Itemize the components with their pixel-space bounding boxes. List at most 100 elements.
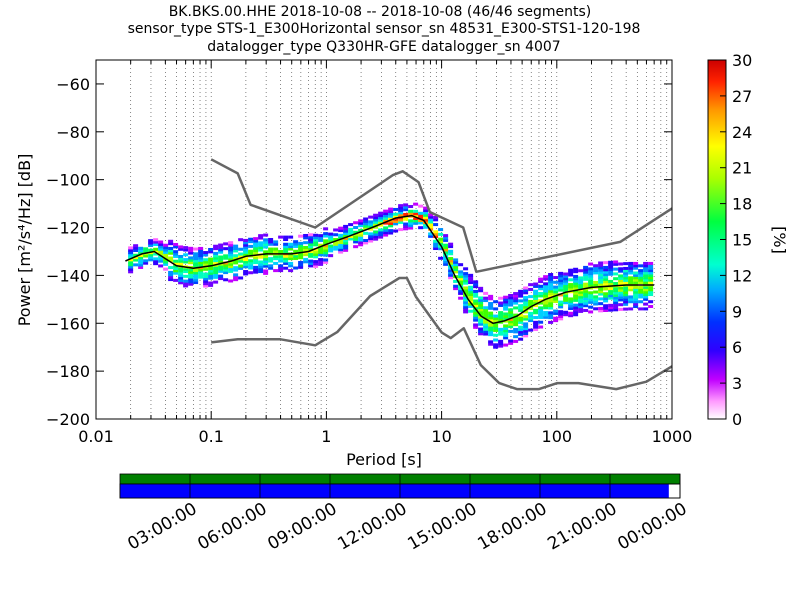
psd-cell: [208, 283, 214, 287]
psd-cell: [178, 245, 184, 249]
psd-cell: [213, 256, 219, 260]
psd-cell: [178, 281, 184, 285]
psd-cell: [228, 269, 234, 273]
psd-cell: [263, 264, 269, 268]
psd-cell: [483, 299, 489, 303]
psd-cell: [458, 277, 464, 281]
psd-cell: [338, 229, 344, 233]
psd-cell: [503, 331, 509, 335]
psd-cell: [573, 279, 579, 283]
psd-cell: [263, 262, 269, 266]
psd-cell: [338, 245, 344, 249]
psd-cell: [173, 242, 179, 246]
psd-cell: [498, 315, 504, 319]
psd-cell: [613, 303, 619, 307]
plot-background: [96, 60, 672, 419]
psd-cell: [303, 260, 309, 264]
psd-cell: [258, 265, 264, 269]
psd-cell: [298, 263, 304, 267]
psd-cell: [578, 285, 584, 289]
psd-cell: [308, 245, 314, 249]
psd-cell: [608, 265, 614, 269]
psd-cell: [468, 292, 474, 296]
psd-cell: [523, 331, 529, 335]
psd-cell: [233, 261, 239, 265]
psd-cell: [588, 279, 594, 283]
psd-cell: [633, 293, 639, 297]
psd-cell: [308, 233, 314, 237]
psd-cell: [463, 308, 469, 312]
psd-cell: [378, 214, 384, 218]
psd-cell: [168, 256, 174, 260]
psd-cell: [568, 297, 574, 301]
psd-cell: [458, 263, 464, 267]
psd-cell: [468, 309, 474, 313]
psd-cell: [553, 290, 559, 294]
psd-cell: [548, 296, 554, 300]
psd-cell: [323, 234, 329, 238]
psd-cell: [593, 297, 599, 301]
psd-cell: [578, 281, 584, 285]
psd-cell: [448, 271, 454, 275]
psd-cell: [448, 245, 454, 249]
psd-cell: [553, 285, 559, 289]
psd-cell: [473, 316, 479, 320]
psd-cell: [643, 271, 649, 275]
psd-cell: [313, 252, 319, 256]
psd-cell: [433, 232, 439, 236]
x-tick-label: 0.1: [198, 427, 223, 446]
psd-cell: [328, 244, 334, 248]
psd-cell: [478, 332, 484, 336]
psd-cell: [443, 258, 449, 262]
psd-cell: [458, 296, 464, 300]
psd-cell: [493, 300, 499, 304]
psd-cell: [228, 248, 234, 252]
psd-cell: [173, 259, 179, 263]
psd-cell: [413, 202, 419, 206]
psd-cell: [628, 261, 634, 265]
psd-cell: [358, 240, 364, 244]
psd-cell: [483, 313, 489, 317]
psd-cell: [633, 273, 639, 277]
psd-cell: [538, 301, 544, 305]
psd-cell: [608, 267, 614, 271]
psd-cell: [273, 240, 279, 244]
psd-cell: [558, 312, 564, 316]
psd-cell: [438, 247, 444, 251]
psd-cell: [508, 303, 514, 307]
psd-cell: [463, 279, 469, 283]
colorbar-tick-label: 24: [732, 123, 752, 142]
psd-cell: [473, 301, 479, 305]
psd-cell: [558, 314, 564, 318]
psd-cell: [413, 214, 419, 218]
psd-cell: [298, 241, 304, 245]
psd-cell: [378, 211, 384, 215]
psd-cell: [293, 242, 299, 246]
psd-cell: [523, 315, 529, 319]
psd-cell: [198, 273, 204, 277]
psd-cell: [568, 311, 574, 315]
psd-cell: [533, 304, 539, 308]
psd-cell: [608, 296, 614, 300]
psd-cell: [368, 237, 374, 241]
psd-cell: [253, 239, 259, 243]
psd-cell: [443, 243, 449, 247]
psd-cell: [578, 305, 584, 309]
psd-cell: [468, 276, 474, 280]
psd-cell: [348, 235, 354, 239]
psd-cell: [138, 251, 144, 255]
psd-cell: [518, 316, 524, 320]
psd-cell: [248, 252, 254, 256]
psd-cell: [453, 287, 459, 291]
psd-cell: [158, 259, 164, 263]
psd-cell: [533, 325, 539, 329]
x-tick-label: 100: [542, 427, 573, 446]
psd-cell: [373, 218, 379, 222]
psd-cell: [483, 291, 489, 295]
psd-cell: [443, 236, 449, 240]
psd-cell: [243, 265, 249, 269]
psd-cell: [568, 278, 574, 282]
psd-cell: [598, 263, 604, 267]
psd-cell: [193, 281, 199, 285]
psd-cell: [638, 264, 644, 268]
